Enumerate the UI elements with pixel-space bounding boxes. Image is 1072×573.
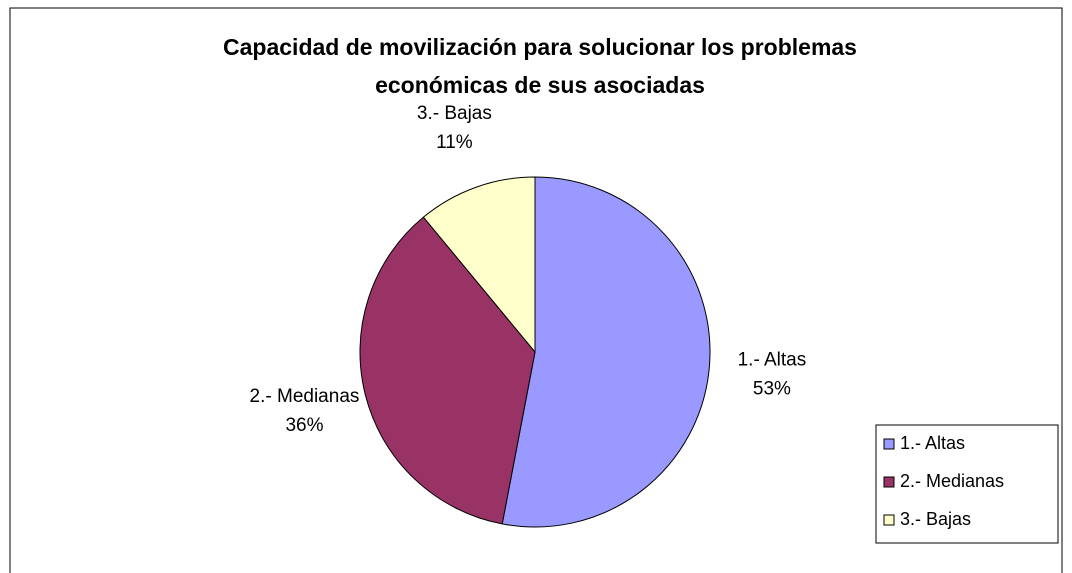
- data-label-name: 2.- Medianas: [250, 386, 360, 407]
- legend-label: 3.- Bajas: [900, 509, 971, 529]
- chart-title: económicas de sus asociadas: [375, 72, 705, 98]
- legend-swatch: [883, 514, 895, 526]
- legend-label: 2.- Medianas: [900, 471, 1004, 491]
- chart-title: Capacidad de movilización para soluciona…: [223, 34, 857, 60]
- data-label-name: 3.- Bajas: [417, 103, 492, 124]
- pie-slice: [501, 176, 711, 528]
- legend-swatch: [883, 476, 895, 488]
- pie-slice: [422, 176, 536, 354]
- legend-box: [875, 424, 1059, 544]
- data-label-value: 36%: [285, 415, 323, 436]
- data-label-value: 53%: [753, 378, 791, 399]
- pie-slice: [359, 216, 536, 525]
- legend-label: 1.- Altas: [900, 433, 965, 453]
- legend-swatch: [883, 438, 895, 450]
- chart-border: [9, 7, 1063, 573]
- data-label-name: 1.- Altas: [738, 349, 807, 370]
- data-label-value: 11%: [436, 132, 473, 153]
